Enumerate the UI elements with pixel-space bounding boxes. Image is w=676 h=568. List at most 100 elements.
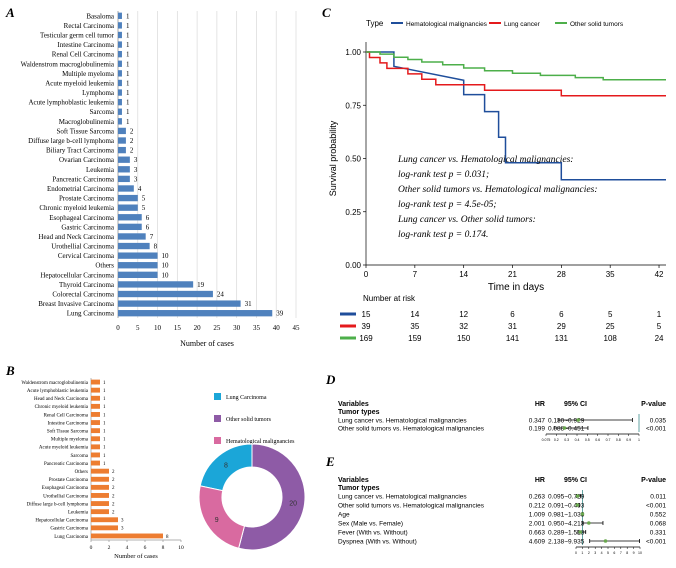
value-label-a-22: 6 (146, 223, 150, 231)
annotation-line-0: Lung cancer vs. Hematological malignanci… (397, 155, 573, 165)
value-label-a-12: 2 (130, 127, 134, 135)
forest-tick-d-3: 0.4 (575, 438, 580, 442)
row-ci-d-1: 0.088~0.451 (548, 426, 585, 433)
category-label-a-22: Gastric Carcinoma (61, 223, 115, 231)
forest-tick-e-7: 7 (620, 551, 622, 555)
category-label-b-5: Intestine Carcinoma (48, 421, 89, 426)
value-label-b-10: 1 (103, 462, 106, 467)
value-label-a-18: 4 (138, 185, 142, 193)
risk-value-0-2: 12 (459, 310, 468, 319)
hr-point-d-1 (562, 426, 567, 430)
x-tick-a-4: 20 (194, 324, 202, 332)
category-label-a-27: Hepatocellular Carcinoma (40, 271, 115, 279)
row-ci-e-0: 0.095~0.729 (548, 494, 585, 501)
bar-a-30 (118, 300, 241, 307)
panel-e-forest-plot: Variables HR 95% CI P-value Tumor types Lung … (338, 477, 666, 555)
forest-tick-e-9: 9 (633, 551, 635, 555)
annotation-line-1: log-rank test p = 0.031; (398, 170, 489, 180)
value-label-b-14: 2 (112, 494, 115, 499)
row-ci-e-1: 0.091~0.493 (548, 503, 585, 510)
bar-b-19 (91, 533, 163, 539)
value-label-a-6: 1 (126, 70, 130, 78)
bar-a-29 (118, 290, 213, 298)
bar-b-7 (91, 436, 100, 442)
category-label-b-1: Acute lymphoblastic leukemia (27, 389, 89, 394)
value-label-a-15: 3 (134, 156, 138, 164)
value-label-b-11: 2 (112, 470, 115, 475)
category-label-a-11: Macroglobulinemia (59, 118, 115, 126)
bar-b-18 (91, 525, 118, 531)
pie-label-2: 9 (215, 517, 219, 524)
category-label-a-30: Breast Invasive Carcinoma (38, 300, 115, 308)
category-label-a-2: Testicular germ cell tumor (40, 31, 115, 39)
risk-value-1-0: 39 (362, 322, 371, 331)
panel-label-c: C (322, 5, 331, 20)
value-label-a-30: 31 (245, 300, 253, 308)
y-axis-title-c: Survival probability (328, 120, 338, 196)
row-p-e-5: <0.001 (646, 539, 666, 546)
bar-a-1 (118, 22, 122, 29)
category-label-b-19: Lung Carcinoma (54, 535, 89, 540)
annotation-line-3: log-rank test p = 4.5e-05; (398, 200, 497, 210)
forest-tick-e-1: 1 (581, 551, 583, 555)
x-axis-title-c: Time in days (488, 282, 544, 293)
hr-point-e-0 (575, 494, 580, 498)
category-label-a-13: Diffuse large b-cell lymphoma (28, 137, 115, 145)
x-tick-b-5: 10 (178, 545, 184, 551)
row-label-e-4: Fever (With vs. Without) (338, 530, 408, 537)
bar-a-25 (118, 252, 158, 259)
value-label-a-8: 1 (126, 89, 130, 97)
category-label-b-3: Chronic myeloid leukemia (35, 405, 89, 410)
risk-value-2-4: 131 (555, 334, 569, 343)
annotation-line-2: Other solid tumors vs. Hematological mal… (398, 185, 597, 195)
category-label-a-4: Renal Cell Carcinoma (52, 51, 115, 59)
bar-b-17 (91, 517, 118, 523)
value-label-a-27: 10 (162, 271, 170, 279)
x-tick-c-3: 21 (508, 270, 517, 279)
row-ci-d-0: 0.130~0.929 (548, 418, 585, 425)
risk-value-1-5: 25 (606, 322, 615, 331)
category-label-a-18: Endometrial Carcinoma (47, 185, 115, 193)
row-hr-e-2: 1.009 (529, 512, 546, 519)
bar-a-13 (118, 137, 126, 144)
panel-c-survival-plot: Type Hematological malignancies Lung cance… (328, 19, 666, 343)
legend-label-pie-1: Other solid tumors (226, 417, 272, 423)
category-label-a-24: Urothellial Carcinoma (51, 243, 115, 251)
value-label-a-5: 1 (126, 60, 130, 68)
bar-b-15 (91, 501, 109, 506)
legend-title-c: Type (366, 19, 384, 28)
risk-value-0-3: 6 (510, 310, 515, 319)
subheader-d: Tumor types (338, 409, 380, 416)
risk-value-0-6: 1 (657, 310, 662, 319)
hr-point-e-5 (603, 539, 608, 543)
legend-label-c-0: Hematological malignancies (406, 21, 488, 28)
row-label-e-1: Other solid tumors vs. Hematological mal… (338, 503, 485, 510)
bar-b-9 (91, 452, 100, 458)
header-p-e: P-value (641, 477, 666, 484)
panel-b-bar-chart: 0 2 4 6 8 10 Waldenstrom macroglobulinemia 1 Acu… (21, 378, 184, 560)
risk-value-0-1: 14 (410, 310, 419, 319)
risk-value-1-3: 31 (508, 322, 517, 331)
category-label-a-28: Thyroid Carcinoma (59, 281, 115, 289)
pie-label-0: 8 (224, 463, 228, 470)
value-label-b-3: 1 (103, 405, 106, 410)
value-label-a-20: 5 (142, 204, 146, 212)
x-tick-c-4: 28 (557, 270, 566, 279)
category-label-a-20: Chronic myeloid leukemia (39, 204, 115, 212)
y-tick-c-3: 0.75 (345, 101, 361, 110)
panel-label-b: B (5, 363, 15, 378)
bar-a-15 (118, 156, 130, 163)
bar-a-28 (118, 281, 194, 288)
risk-value-2-5: 108 (604, 334, 618, 343)
x-tick-a-9: 45 (293, 324, 301, 332)
x-tick-c-0: 0 (364, 270, 369, 279)
risk-value-1-1: 35 (410, 322, 419, 331)
category-label-b-0: Waldenstrom macroglobulinemia (21, 381, 88, 386)
y-tick-c-0: 0.00 (345, 261, 361, 270)
bar-a-4 (118, 51, 122, 58)
row-ci-e-4: 0.289~1.518 (548, 530, 585, 537)
pie-slice-2 (198, 485, 246, 549)
category-label-b-11: Others (75, 470, 88, 475)
category-label-b-15: Diffuse large b-cell lymphoma (27, 502, 89, 507)
